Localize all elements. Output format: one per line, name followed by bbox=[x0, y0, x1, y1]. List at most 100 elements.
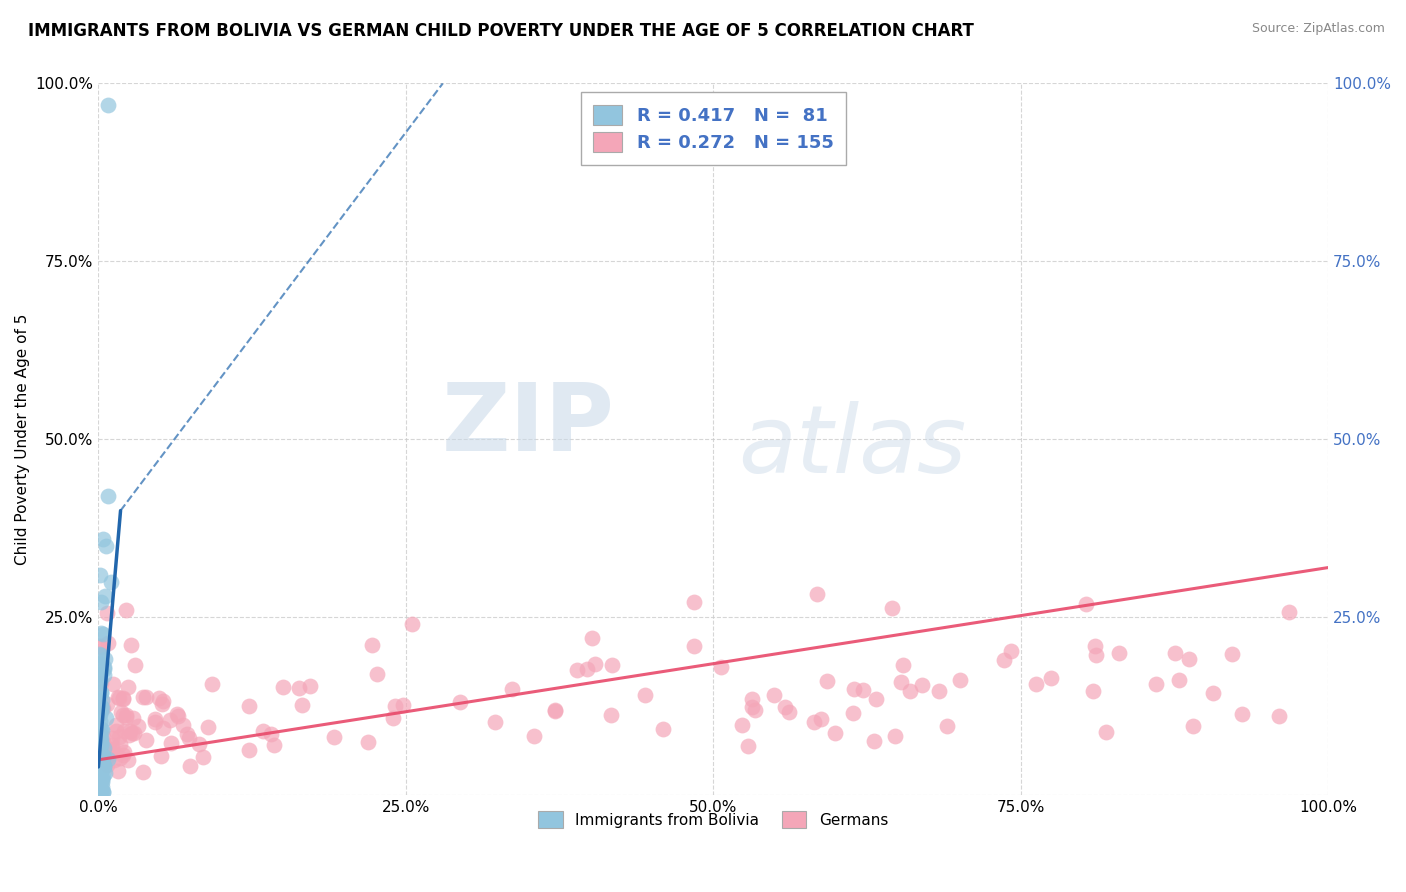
Point bbox=[737, 739, 759, 754]
Point bbox=[87, 729, 110, 743]
Point bbox=[87, 704, 110, 718]
Point bbox=[148, 691, 170, 706]
Point bbox=[741, 692, 763, 706]
Point bbox=[484, 714, 506, 729]
Point bbox=[581, 631, 603, 645]
Point bbox=[89, 703, 111, 717]
Point bbox=[122, 725, 145, 739]
Point bbox=[762, 688, 785, 702]
Point bbox=[93, 785, 115, 799]
Point bbox=[288, 681, 311, 695]
Point bbox=[567, 663, 589, 677]
Point bbox=[91, 749, 114, 764]
Point bbox=[150, 697, 173, 711]
Point bbox=[114, 723, 136, 738]
Point bbox=[291, 698, 314, 712]
Point bbox=[111, 748, 134, 763]
Point bbox=[90, 648, 112, 663]
Point bbox=[91, 751, 114, 765]
Point bbox=[152, 721, 174, 735]
Point bbox=[890, 674, 912, 689]
Point bbox=[117, 753, 139, 767]
Point bbox=[91, 723, 114, 737]
Point bbox=[87, 731, 110, 745]
Point bbox=[93, 660, 115, 674]
Point bbox=[98, 747, 121, 762]
Point bbox=[1074, 597, 1097, 611]
Point bbox=[90, 676, 112, 690]
Point bbox=[841, 706, 863, 721]
Point bbox=[172, 718, 194, 732]
Point bbox=[97, 741, 120, 756]
Point bbox=[97, 635, 120, 649]
Point bbox=[89, 731, 111, 746]
Point bbox=[93, 760, 115, 774]
Point bbox=[115, 708, 138, 723]
Point bbox=[91, 747, 114, 761]
Point bbox=[108, 690, 131, 705]
Point bbox=[96, 711, 118, 725]
Point bbox=[94, 752, 117, 766]
Point bbox=[91, 734, 114, 748]
Point bbox=[911, 677, 934, 691]
Point bbox=[543, 704, 565, 718]
Point bbox=[824, 726, 846, 740]
Point bbox=[1144, 677, 1167, 691]
Point bbox=[90, 752, 112, 766]
Point bbox=[150, 748, 173, 763]
Point bbox=[936, 719, 959, 733]
Point bbox=[101, 731, 124, 746]
Point bbox=[143, 715, 166, 730]
Point bbox=[89, 675, 111, 690]
Point bbox=[177, 731, 200, 746]
Point bbox=[89, 703, 111, 717]
Point bbox=[160, 736, 183, 750]
Point bbox=[862, 733, 884, 747]
Point bbox=[87, 727, 110, 741]
Point bbox=[117, 680, 139, 694]
Point bbox=[299, 679, 322, 693]
Point bbox=[381, 711, 404, 725]
Point bbox=[89, 765, 111, 780]
Point bbox=[90, 731, 112, 745]
Point bbox=[1095, 725, 1118, 739]
Point bbox=[89, 719, 111, 733]
Point bbox=[96, 758, 118, 772]
Point bbox=[90, 640, 112, 654]
Point bbox=[135, 690, 157, 704]
Point bbox=[90, 685, 112, 699]
Point bbox=[93, 741, 115, 756]
Point bbox=[391, 698, 413, 712]
Point bbox=[132, 765, 155, 780]
Point bbox=[1000, 644, 1022, 658]
Point bbox=[501, 681, 523, 696]
Point bbox=[1084, 648, 1107, 662]
Point bbox=[1164, 647, 1187, 661]
Point bbox=[103, 677, 125, 691]
Point bbox=[115, 710, 138, 724]
Point bbox=[898, 684, 921, 698]
Point bbox=[852, 683, 875, 698]
Point bbox=[111, 692, 134, 706]
Point bbox=[89, 698, 111, 713]
Point bbox=[105, 723, 128, 738]
Text: atlas: atlas bbox=[738, 401, 966, 492]
Point bbox=[238, 698, 260, 713]
Point bbox=[93, 759, 115, 773]
Point bbox=[91, 748, 114, 763]
Point bbox=[97, 751, 120, 765]
Point bbox=[121, 726, 143, 740]
Point bbox=[90, 736, 112, 750]
Point bbox=[1268, 709, 1291, 723]
Point bbox=[197, 720, 219, 734]
Point bbox=[89, 667, 111, 681]
Point bbox=[583, 657, 606, 671]
Point bbox=[252, 723, 274, 738]
Point bbox=[120, 638, 142, 652]
Point bbox=[1181, 719, 1204, 733]
Point bbox=[89, 781, 111, 796]
Point bbox=[96, 749, 118, 764]
Point bbox=[89, 706, 111, 720]
Point bbox=[111, 708, 134, 723]
Point bbox=[91, 756, 114, 771]
